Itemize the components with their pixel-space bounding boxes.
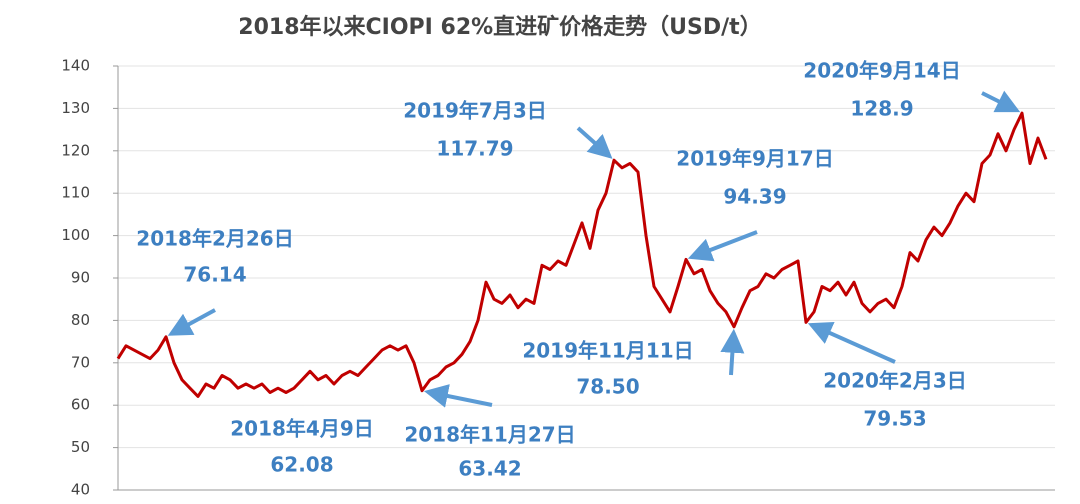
y-tick-label: 70 xyxy=(71,353,90,371)
annotation-arrow xyxy=(720,328,745,376)
annotation-date: 2019年11月11日 xyxy=(522,339,693,363)
annotation-date: 2020年9月14日 xyxy=(803,59,960,83)
annotation-arrow xyxy=(423,384,493,408)
y-tick-label: 40 xyxy=(71,481,90,499)
y-tick-label: 80 xyxy=(71,311,90,329)
annotation-date: 2019年7月3日 xyxy=(403,99,547,123)
annotation-arrow xyxy=(576,126,613,159)
y-tick-label: 50 xyxy=(71,438,90,456)
annotation-date: 2019年9月17日 xyxy=(676,147,833,171)
y-tick-label: 130 xyxy=(61,99,90,117)
annotation-date: 2018年4月9日 xyxy=(230,417,374,441)
annotation-arrow xyxy=(807,322,896,364)
y-tick-label: 90 xyxy=(71,269,90,287)
y-tick-label: 140 xyxy=(61,57,90,75)
annotation-value: 117.79 xyxy=(436,137,513,161)
annotation-value: 94.39 xyxy=(723,185,786,209)
y-tick-label: 100 xyxy=(61,226,90,244)
annotation-date: 2018年11月27日 xyxy=(404,423,575,447)
annotation-value: 62.08 xyxy=(270,453,333,477)
price-line xyxy=(116,111,1048,398)
annotation-value: 128.9 xyxy=(850,97,913,121)
annotation-value: 79.53 xyxy=(863,407,926,431)
annotation-date: 2020年2月3日 xyxy=(823,369,967,393)
annotation-value: 76.14 xyxy=(183,263,246,287)
y-tick-label: 120 xyxy=(61,141,90,159)
annotation-value: 63.42 xyxy=(458,457,521,481)
annotation-value: 78.50 xyxy=(576,375,639,399)
annotation-arrow xyxy=(167,308,216,336)
y-tick-label: 60 xyxy=(71,396,90,414)
chart-title: 2018年以来CIOPI 62%直进矿价格走势（USD/t） xyxy=(238,14,761,40)
y-tick-label: 110 xyxy=(61,184,90,202)
annotation-arrow xyxy=(687,230,758,262)
annotation-date: 2018年2月26日 xyxy=(136,227,293,251)
annotation-arrow xyxy=(981,90,1021,113)
